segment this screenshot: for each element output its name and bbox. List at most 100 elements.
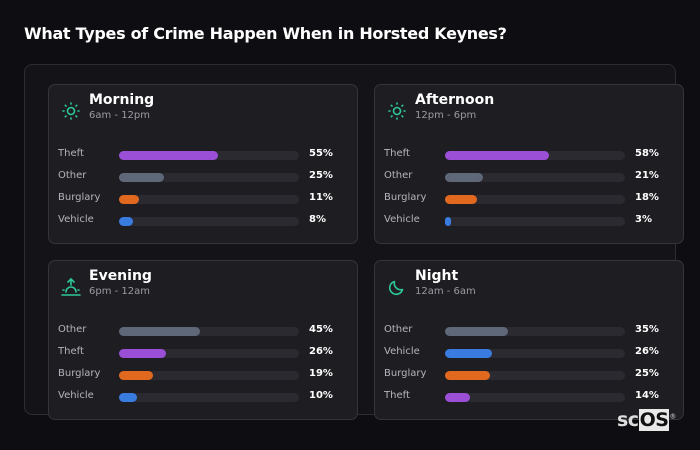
crime-label: Theft bbox=[58, 148, 84, 159]
scos-logo: scOS® bbox=[617, 409, 676, 431]
bar-track bbox=[445, 173, 625, 182]
crime-label: Other bbox=[58, 170, 87, 181]
bar-track bbox=[119, 173, 299, 182]
card-title: Night bbox=[415, 268, 459, 284]
crime-label: Burglary bbox=[384, 368, 427, 379]
crime-label: Burglary bbox=[384, 192, 427, 203]
moon-icon bbox=[387, 277, 407, 297]
crime-percent: 25% bbox=[635, 368, 659, 379]
crime-label: Other bbox=[58, 324, 87, 335]
crime-row: Other 21% bbox=[384, 170, 674, 184]
bar-track bbox=[119, 217, 299, 226]
card-time-range: 6am - 12pm bbox=[89, 110, 151, 121]
crime-percent: 58% bbox=[635, 148, 659, 159]
card-title: Afternoon bbox=[415, 92, 495, 108]
logo-text-os: OS bbox=[638, 409, 670, 431]
crime-label: Burglary bbox=[58, 368, 101, 379]
bar-fill bbox=[119, 217, 134, 226]
crime-percent: 8% bbox=[309, 214, 326, 225]
card-morning: Morning 6am - 12pm Theft 55% Other 25% B… bbox=[48, 84, 358, 244]
card-title: Morning bbox=[89, 92, 155, 108]
logo-mark: ® bbox=[669, 412, 676, 421]
card-time-range: 12am - 6am bbox=[415, 286, 476, 297]
bar-track bbox=[119, 151, 299, 160]
bar-track bbox=[119, 349, 299, 358]
crime-row: Burglary 11% bbox=[58, 192, 348, 206]
sun-icon bbox=[387, 101, 407, 121]
crime-percent: 45% bbox=[309, 324, 333, 335]
crime-row: Theft 14% bbox=[384, 390, 674, 404]
bar-fill bbox=[119, 393, 137, 402]
bar-fill bbox=[119, 151, 218, 160]
crime-percent: 26% bbox=[309, 346, 333, 357]
bar-track bbox=[119, 393, 299, 402]
bar-fill bbox=[119, 349, 166, 358]
crime-row: Other 35% bbox=[384, 324, 674, 338]
crime-percent: 35% bbox=[635, 324, 659, 335]
bar-track bbox=[445, 371, 625, 380]
crime-percent: 19% bbox=[309, 368, 333, 379]
crime-label: Theft bbox=[384, 390, 410, 401]
crime-label: Other bbox=[384, 170, 413, 181]
crime-percent: 26% bbox=[635, 346, 659, 357]
bar-fill bbox=[445, 217, 451, 226]
card-time-range: 6pm - 12am bbox=[89, 286, 151, 297]
card-evening: Evening 6pm - 12am Other 45% Theft 26% B… bbox=[48, 260, 358, 420]
bar-fill bbox=[119, 327, 200, 336]
bar-track bbox=[445, 349, 625, 358]
crime-row: Vehicle 10% bbox=[58, 390, 348, 404]
crime-percent: 3% bbox=[635, 214, 652, 225]
bar-fill bbox=[445, 173, 483, 182]
crime-label: Vehicle bbox=[58, 214, 94, 225]
crime-label: Burglary bbox=[58, 192, 101, 203]
card-title: Evening bbox=[89, 268, 152, 284]
bar-fill bbox=[119, 195, 139, 204]
bar-fill bbox=[445, 195, 478, 204]
crime-label: Vehicle bbox=[384, 346, 420, 357]
bar-fill bbox=[445, 371, 490, 380]
bar-fill bbox=[445, 327, 508, 336]
bar-fill bbox=[119, 371, 154, 380]
crime-row: Theft 58% bbox=[384, 148, 674, 162]
crime-percent: 25% bbox=[309, 170, 333, 181]
crime-percent: 21% bbox=[635, 170, 659, 181]
bar-track bbox=[119, 371, 299, 380]
crime-percent: 18% bbox=[635, 192, 659, 203]
card-time-range: 12pm - 6pm bbox=[415, 110, 477, 121]
crime-row: Vehicle 8% bbox=[58, 214, 348, 228]
bar-track bbox=[445, 195, 625, 204]
crime-label: Theft bbox=[58, 346, 84, 357]
crime-percent: 11% bbox=[309, 192, 333, 203]
card-afternoon: Afternoon 12pm - 6pm Theft 58% Other 21%… bbox=[374, 84, 684, 244]
sunset-icon bbox=[61, 277, 81, 297]
logo-text: sc bbox=[617, 409, 639, 431]
crime-row: Theft 55% bbox=[58, 148, 348, 162]
page-title: What Types of Crime Happen When in Horst… bbox=[24, 24, 507, 43]
crime-row: Burglary 19% bbox=[58, 368, 348, 382]
crime-row: Vehicle 3% bbox=[384, 214, 674, 228]
bar-fill bbox=[445, 393, 471, 402]
crime-label: Vehicle bbox=[58, 390, 94, 401]
sun-icon bbox=[61, 101, 81, 121]
crime-row: Other 25% bbox=[58, 170, 348, 184]
bar-fill bbox=[445, 349, 492, 358]
card-night: Night 12am - 6am Other 35% Vehicle 26% B… bbox=[374, 260, 684, 420]
crime-row: Burglary 18% bbox=[384, 192, 674, 206]
bar-track bbox=[119, 195, 299, 204]
crime-percent: 10% bbox=[309, 390, 333, 401]
crime-percent: 55% bbox=[309, 148, 333, 159]
crime-row: Other 45% bbox=[58, 324, 348, 338]
crime-row: Theft 26% bbox=[58, 346, 348, 360]
crime-label: Other bbox=[384, 324, 413, 335]
bar-track bbox=[445, 151, 625, 160]
bar-track bbox=[445, 327, 625, 336]
bar-track bbox=[445, 393, 625, 402]
crime-percent: 14% bbox=[635, 390, 659, 401]
bar-fill bbox=[119, 173, 164, 182]
crime-label: Theft bbox=[384, 148, 410, 159]
bar-fill bbox=[445, 151, 550, 160]
crime-label: Vehicle bbox=[384, 214, 420, 225]
bar-track bbox=[445, 217, 625, 226]
crime-row: Vehicle 26% bbox=[384, 346, 674, 360]
bar-track bbox=[119, 327, 299, 336]
